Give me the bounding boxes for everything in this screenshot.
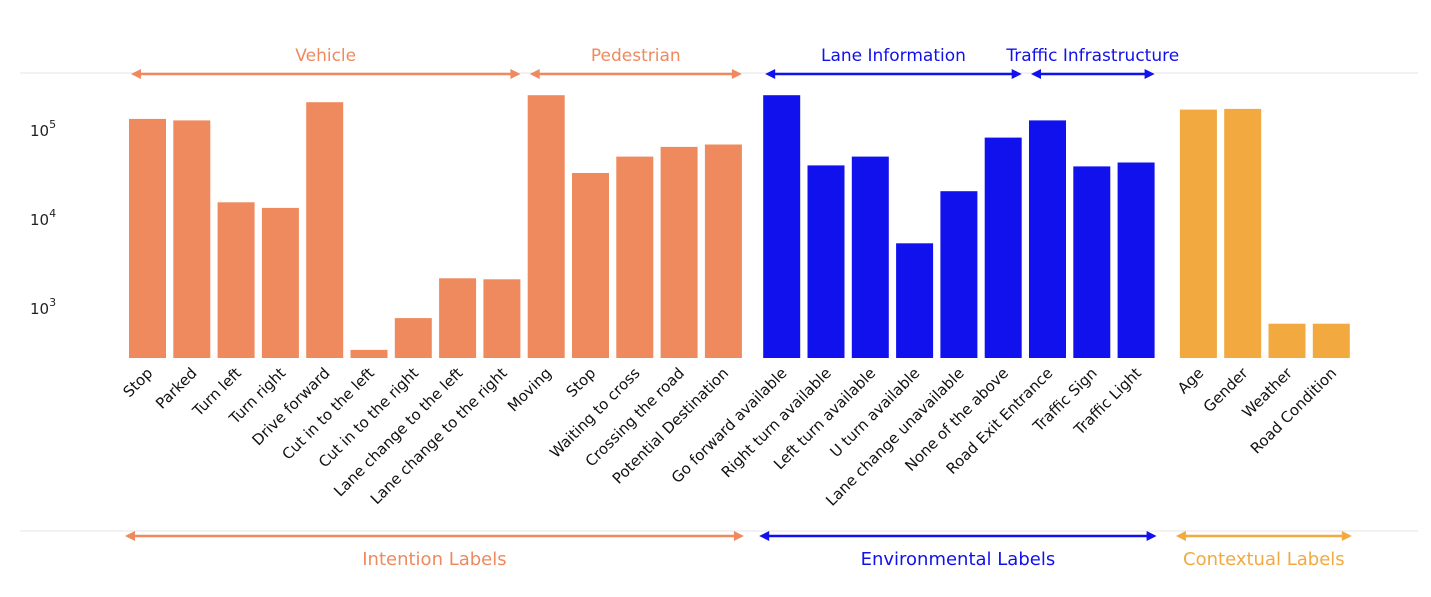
x-tick-label: Stop (119, 364, 156, 401)
bar-right-turn-available (807, 165, 845, 358)
top-group-annotations: Vehicle Pedestrian Lane Information Traffic… (131, 46, 1179, 79)
x-tick-label: Moving (504, 364, 555, 415)
bottom-group-arrow-contextual-labels (1175, 531, 1352, 541)
bar-cut-in-to-the-left (350, 349, 388, 358)
bar-potential-destination (704, 144, 742, 358)
bar-turn-right (261, 207, 299, 358)
bar-stop (572, 173, 609, 358)
top-group-label-traffic-infrastructure: Traffic Infrastructure (1005, 46, 1179, 66)
bar-lane-change-to-the-left (439, 278, 477, 358)
bar-waiting-to-cross (616, 156, 654, 358)
bottom-group-label-contextual-labels: Contextual Labels (1183, 549, 1345, 570)
bar-left-turn-available (851, 156, 889, 358)
top-group-label-lane-information: Lane Information (821, 46, 966, 66)
bar-crossing-the-road (660, 146, 698, 358)
bottom-group-label-intention-labels: Intention Labels (362, 549, 506, 570)
bottom-group-arrow-intention-labels (125, 531, 744, 541)
bar-gender (1224, 108, 1262, 359)
bar-turn-left (217, 202, 255, 358)
bar-moving (527, 95, 565, 358)
bar-drive-forward (306, 102, 344, 358)
top-group-arrow-traffic-infrastructure (1031, 69, 1155, 79)
bar-stop (129, 118, 166, 359)
bottom-group-label-environmental-labels: Environmental Labels (861, 549, 1056, 570)
bar-road-exit-entrance (1029, 120, 1066, 359)
bar-lane-change-to-the-right (483, 279, 521, 358)
bars (129, 95, 1350, 359)
top-group-arrow-vehicle (131, 69, 521, 79)
bar-lane-change-unavailable (940, 191, 978, 358)
bottom-group-annotations: Intention Labels Environmental Labels Cont… (125, 531, 1352, 570)
x-tick-label: Drive forward (248, 364, 333, 449)
top-group-label-vehicle: Vehicle (295, 46, 356, 66)
bottom-group-arrow-environmental-labels (759, 531, 1157, 541)
bar-go-forward-available (763, 95, 801, 358)
top-group-arrow-pedestrian (529, 69, 742, 79)
top-group-arrow-lane-information (765, 69, 1022, 79)
bar-none-of-the-above (984, 137, 1022, 358)
y-axis: 103 104 105 (30, 118, 56, 318)
bar-parked (173, 120, 211, 359)
bar-u-turn-available (896, 243, 934, 358)
bar-road-condition (1312, 323, 1350, 358)
y-tick-label: 103 (30, 296, 56, 318)
bar-age (1179, 109, 1217, 358)
bar-traffic-sign (1073, 166, 1111, 358)
y-tick-label: 104 (30, 207, 56, 229)
x-tick-label: Age (1174, 364, 1207, 397)
bar-cut-in-to-the-right (394, 318, 432, 358)
x-tick-label: Stop (562, 364, 599, 401)
bar-traffic-light (1117, 162, 1155, 358)
bar-weather (1268, 323, 1306, 358)
y-tick-label: 105 (30, 118, 56, 140)
top-group-label-pedestrian: Pedestrian (591, 46, 681, 66)
